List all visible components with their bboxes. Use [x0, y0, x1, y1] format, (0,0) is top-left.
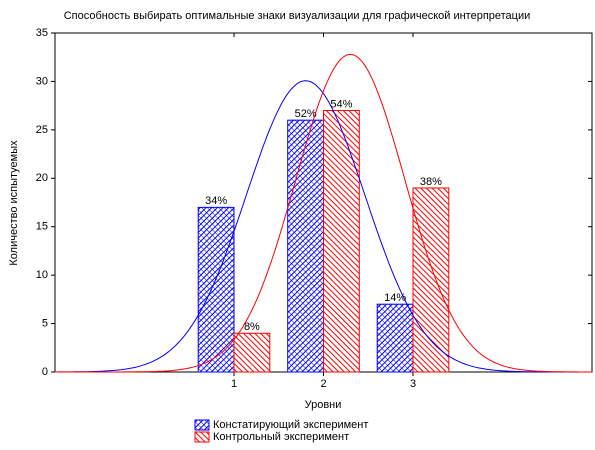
legend-swatch: [194, 431, 210, 443]
x-tick-label: 3: [410, 378, 416, 390]
x-tick-label: 2: [320, 378, 326, 390]
data-label: 54%: [330, 98, 352, 110]
data-label: 38%: [420, 176, 442, 188]
y-tick-label: 25: [36, 124, 48, 136]
data-label: 8%: [244, 321, 260, 333]
normal-curve: [55, 53, 592, 373]
legend-swatch: [194, 419, 210, 431]
normal-curve: [55, 80, 592, 373]
bar: [323, 109, 360, 373]
y-tick-label: 5: [42, 317, 48, 329]
y-tick-label: 35: [36, 27, 48, 39]
x-axis-label: Уровни: [305, 399, 342, 411]
data-label: 52%: [295, 108, 317, 120]
y-tick-label: 0: [42, 366, 48, 378]
y-tick-label: 30: [36, 75, 48, 87]
bar: [197, 206, 235, 373]
legend-label: Констатирующий эксперимент: [213, 419, 368, 431]
bar: [376, 303, 414, 373]
y-tick-label: 20: [36, 172, 48, 184]
y-axis-label: Количество испытуемых: [8, 140, 20, 266]
bar: [233, 332, 271, 373]
data-label: 14%: [384, 292, 406, 304]
bar: [412, 187, 450, 373]
x-tick-label: 1: [231, 378, 237, 390]
chart-title: Способность выбирать оптимальные знаки в…: [64, 10, 531, 22]
bar: [287, 119, 325, 373]
data-label: 34%: [205, 195, 227, 207]
y-tick-label: 10: [36, 269, 48, 281]
y-tick-label: 15: [36, 221, 48, 233]
legend-label: Контрольный эксперимент: [213, 431, 349, 443]
